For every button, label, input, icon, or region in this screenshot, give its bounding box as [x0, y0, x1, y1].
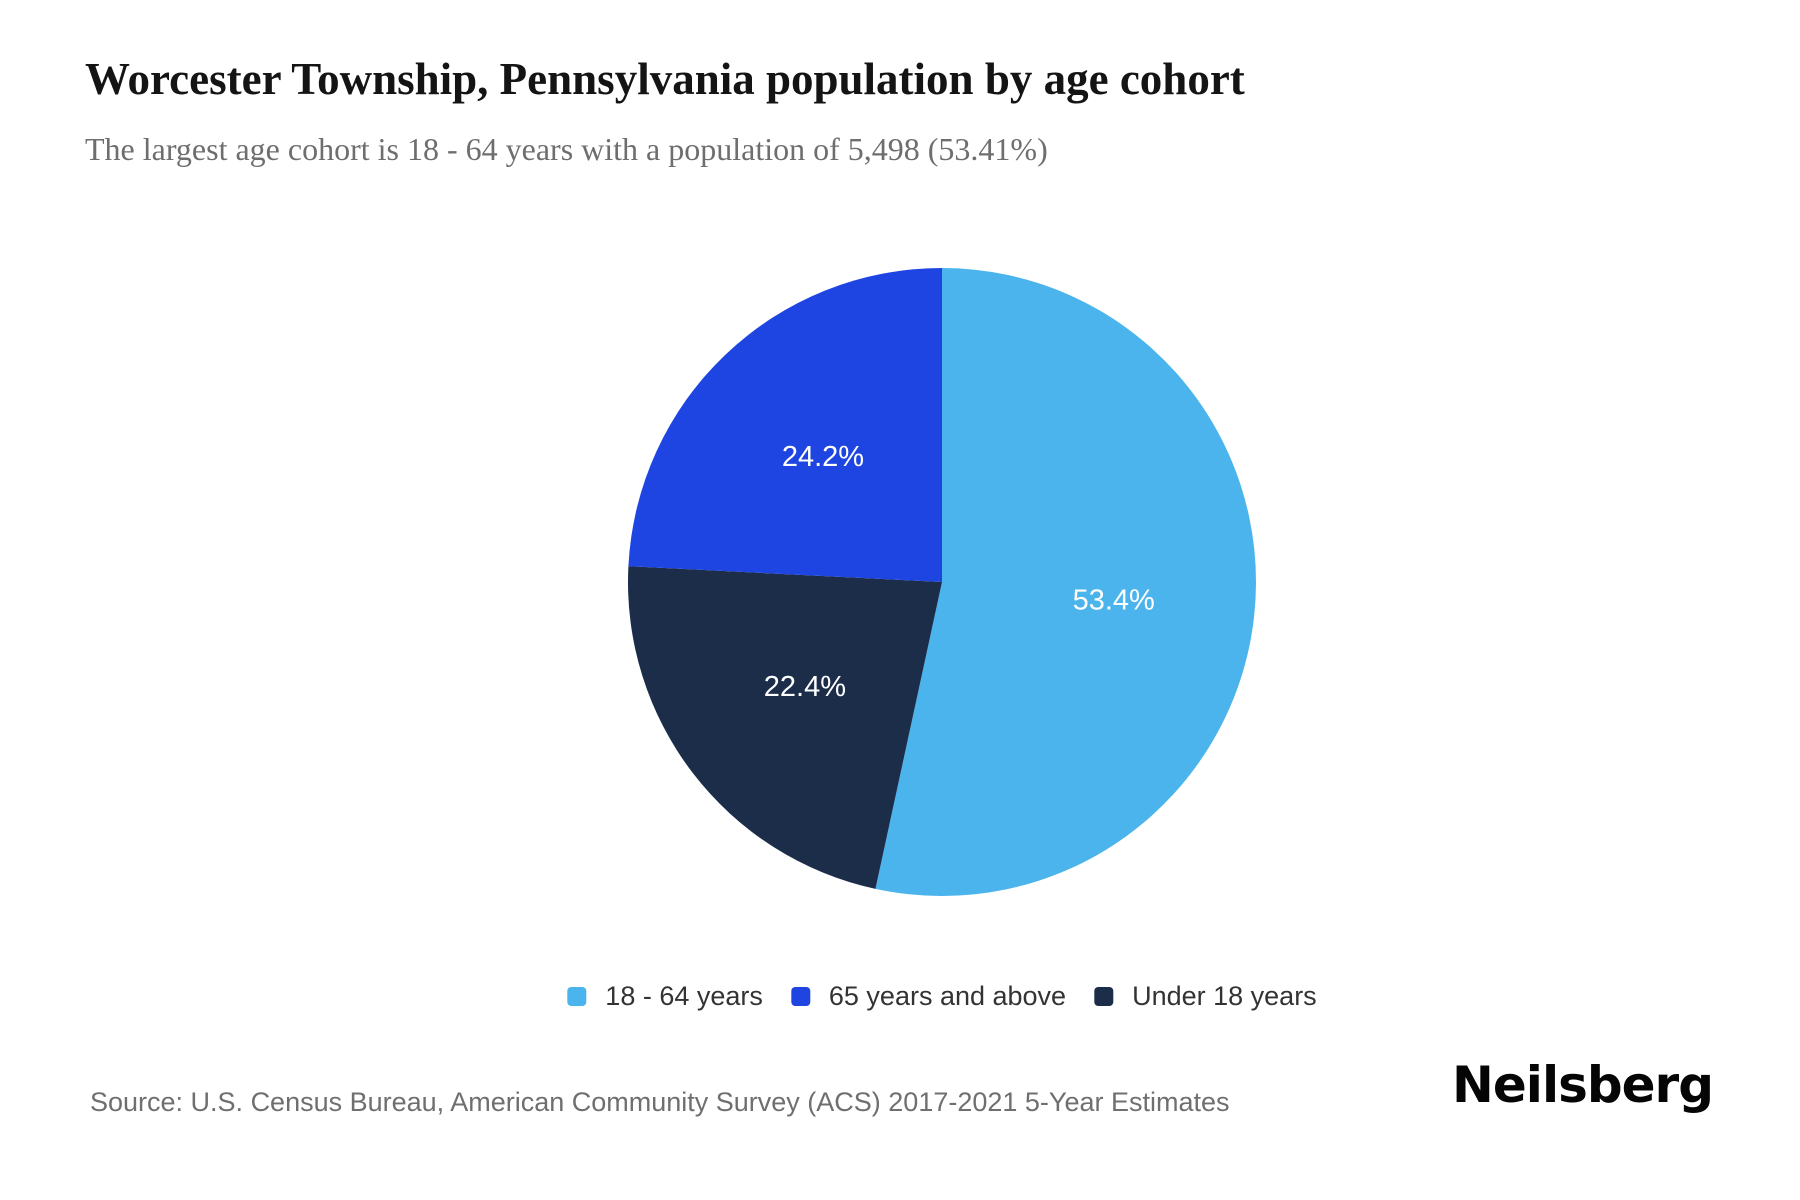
page-title: Worcester Township, Pennsylvania populat…: [85, 54, 1245, 104]
pie-slice-percent-label: 24.2%: [782, 441, 864, 473]
legend-item-label: Under 18 years: [1132, 981, 1317, 1011]
pie-slice-under-18-years[interactable]: [628, 566, 942, 889]
pie-slice-18-64-years[interactable]: [875, 268, 1257, 896]
legend-item-label: 18 - 64 years: [605, 981, 763, 1011]
legend-item-65-years-and-above[interactable]: 65 years and above: [790, 981, 1067, 1011]
brand-logo[interactable]: Neilsberg: [1452, 1056, 1714, 1114]
legend-color-swatch-icon: [790, 987, 810, 1006]
legend-color-swatch-icon: [1094, 987, 1114, 1006]
page-subtitle: The largest age cohort is 18 - 64 years …: [85, 131, 1048, 167]
legend-item-label: 65 years and above: [828, 981, 1067, 1011]
pie-slice-percent-label: 22.4%: [764, 671, 846, 703]
chart-legend: 18 - 64 years 65 years and above Under 18 …: [567, 981, 1317, 1011]
source-note: Source: U.S. Census Bureau, American Com…: [90, 1087, 1230, 1117]
legend-item-under-18-years[interactable]: Under 18 years: [1094, 983, 1317, 1010]
legend-color-swatch-icon: [567, 987, 587, 1006]
legend-item-18-64-years[interactable]: 18 - 64 years: [567, 983, 763, 1010]
pie-slice-65-years-and-above[interactable]: [628, 268, 942, 582]
pie-slice-percent-label: 53.4%: [1073, 584, 1155, 616]
